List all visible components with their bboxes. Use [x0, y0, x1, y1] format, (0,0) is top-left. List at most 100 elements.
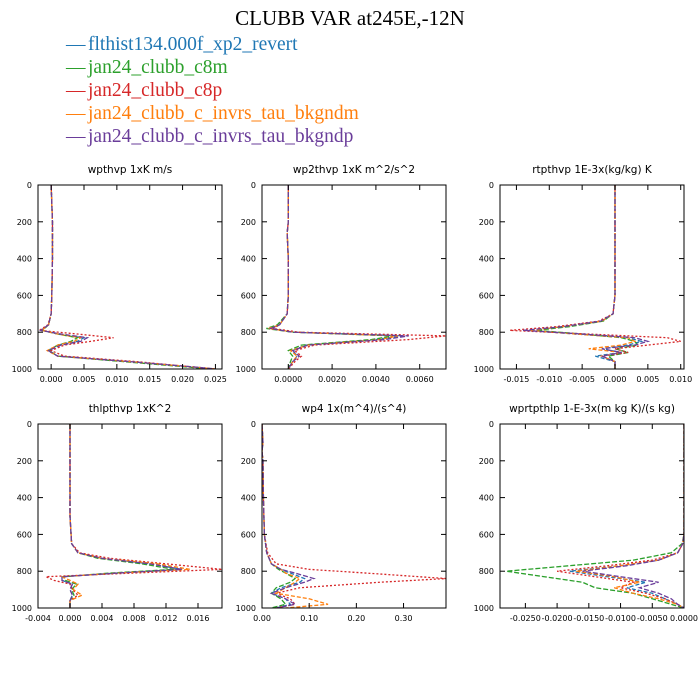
legend-item: — jan24_clubb_c8m [66, 56, 359, 79]
x-tick-label: 0.0060 [406, 375, 434, 384]
series-line [529, 185, 637, 369]
series-line [576, 424, 684, 608]
series-line [266, 185, 394, 369]
y-tick-label: 400 [17, 255, 32, 264]
x-tick-label: 0.025 [204, 375, 227, 384]
series-line [582, 424, 684, 608]
x-tick-label: -0.010 [536, 375, 562, 384]
x-tick-label: 0.0000 [670, 614, 698, 623]
y-tick-label: 1000 [474, 365, 494, 374]
x-tick-label: 0.016 [187, 614, 210, 623]
y-tick-label: 1000 [12, 365, 32, 374]
legend-item: — jan24_clubb_c8p [66, 79, 359, 102]
series-line [38, 185, 216, 369]
y-tick-label: 400 [17, 494, 32, 503]
x-tick-label: 0.005 [73, 375, 96, 384]
series-line [268, 185, 409, 369]
x-tick-label: 0.010 [669, 375, 692, 384]
panel-title: wp2thvp 1xK m^2/s^2 [293, 164, 415, 176]
legend-swatch: — [66, 103, 86, 124]
series-line [268, 185, 403, 369]
y-tick-label: 600 [479, 530, 494, 539]
y-tick-label: 200 [479, 457, 494, 466]
x-tick-label: 0.010 [105, 375, 128, 384]
y-tick-label: 0 [251, 181, 256, 190]
y-tick-label: 400 [241, 255, 256, 264]
legend-item: — jan24_clubb_c_invrs_tau_bkgndm [66, 102, 359, 125]
series-line [61, 424, 183, 608]
y-tick-label: 600 [17, 291, 32, 300]
y-tick-label: 1000 [236, 604, 256, 613]
y-tick-label: 200 [17, 457, 32, 466]
x-tick-label: 0.10 [300, 614, 318, 623]
x-tick-label: 0.00 [253, 614, 271, 623]
x-tick-label: -0.004 [25, 614, 51, 623]
figure-title: CLUBB VAR at245E,-12N [235, 6, 465, 30]
series-line [38, 185, 216, 369]
series-line [262, 424, 297, 608]
series-line [45, 424, 222, 608]
series-line [262, 424, 316, 608]
y-tick-label: 600 [17, 530, 32, 539]
series-line [39, 185, 216, 369]
panel-title: wpthvp 1xK m/s [88, 164, 173, 176]
x-tick-label: -0.0050 [637, 614, 668, 623]
plot-frame [37, 184, 223, 370]
y-tick-label: 800 [17, 328, 32, 337]
y-tick-label: 800 [479, 328, 494, 337]
y-tick-label: 200 [17, 218, 32, 227]
x-tick-label: 0.0000 [274, 375, 302, 384]
plot-frame [499, 423, 685, 609]
x-tick-label: 0.30 [395, 614, 413, 623]
panel-title: thlpthvp 1xK^2 [89, 403, 172, 415]
x-tick-label: 0.000 [40, 375, 63, 384]
series-line [557, 424, 684, 608]
y-tick-label: 600 [241, 291, 256, 300]
y-tick-label: 800 [479, 567, 494, 576]
series-line [569, 424, 684, 608]
series-line [61, 424, 183, 608]
series-line [509, 185, 681, 369]
series-line [262, 424, 329, 608]
y-tick-label: 400 [479, 255, 494, 264]
x-tick-label: 0.20 [347, 614, 365, 623]
x-tick-label: 0.005 [636, 375, 659, 384]
plot-frame [37, 423, 223, 609]
series-line [62, 424, 175, 608]
x-tick-label: 0.000 [604, 375, 627, 384]
series-line [536, 185, 640, 369]
series-line [262, 424, 446, 608]
x-tick-label: -0.015 [504, 375, 530, 384]
legend-item: — jan24_clubb_c_invrs_tau_bkgndp [66, 125, 359, 148]
x-tick-label: 0.012 [155, 614, 178, 623]
panel-1: wpthvp 1xK m/s 0 200 400 600 800 1000 0.000 0.00… [12, 164, 227, 384]
y-tick-label: 600 [479, 291, 494, 300]
legend-swatch: — [66, 57, 86, 78]
legend-label: jan24_clubb_c8m [88, 57, 228, 78]
x-tick-label: -0.0100 [605, 614, 636, 623]
legend: — flthist134.000f_xp2_revert — jan24_clubb… [66, 33, 359, 148]
legend-label: jan24_clubb_c_invrs_tau_bkgndp [88, 126, 354, 147]
series-line [529, 185, 644, 369]
x-tick-label: -0.0250 [510, 614, 541, 623]
x-tick-label: 0.0020 [318, 375, 346, 384]
legend-item: — flthist134.000f_xp2_revert [66, 33, 359, 56]
legend-swatch: — [66, 126, 86, 147]
y-tick-label: 600 [241, 530, 256, 539]
x-tick-label: -0.005 [569, 375, 595, 384]
panel-2: wp2thvp 1xK m^2/s^2 0 200 400 600 800 1000 0.00… [236, 164, 447, 384]
panel-title: rtpthvp 1E-3x(kg/kg) K [532, 164, 653, 176]
y-tick-label: 400 [241, 494, 256, 503]
y-tick-label: 0 [489, 181, 494, 190]
y-tick-label: 800 [241, 328, 256, 337]
panel-3: rtpthvp 1E-3x(kg/kg) K 0 200 400 600 800 1000 -… [474, 164, 693, 384]
x-tick-label: 0.020 [171, 375, 194, 384]
y-tick-label: 1000 [474, 604, 494, 613]
x-tick-label: 0.000 [59, 614, 82, 623]
series-line [40, 185, 216, 369]
panel-title: wprtpthlp 1-E-3x(m kg K)/(s kg) [509, 403, 675, 415]
x-tick-label: 0.015 [138, 375, 161, 384]
legend-label: flthist134.000f_xp2_revert [88, 34, 298, 55]
series-line [506, 424, 684, 608]
